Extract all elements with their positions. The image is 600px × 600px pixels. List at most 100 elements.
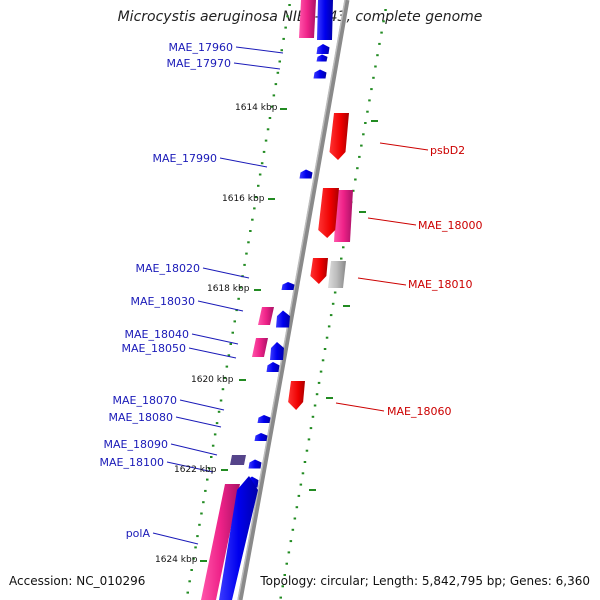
gene-label-psbd2[interactable]: psbD2 bbox=[430, 144, 465, 157]
scale-dot bbox=[319, 370, 323, 373]
scale-dot bbox=[295, 506, 299, 509]
leader-line-right bbox=[379, 142, 429, 151]
leader-line-left bbox=[175, 416, 222, 428]
scale-dot bbox=[237, 297, 240, 300]
scale-major-tick bbox=[326, 397, 333, 399]
scale-dot bbox=[323, 348, 327, 350]
scale-major-tick bbox=[343, 305, 350, 307]
scale-dot bbox=[283, 574, 286, 576]
gene-label-mae-17960[interactable]: MAE_17960 bbox=[169, 41, 233, 54]
gene-label-mae-18050[interactable]: MAE_18050 bbox=[122, 342, 186, 355]
gene-red-mae-18010 bbox=[310, 258, 328, 284]
scale-label-1616: 1616 kbp bbox=[222, 194, 265, 204]
gene-blue-top bbox=[317, 0, 333, 40]
scale-dot bbox=[317, 381, 321, 384]
scale-dot bbox=[331, 302, 335, 305]
gene-label-mae-18070[interactable]: MAE_18070 bbox=[113, 394, 177, 407]
gene-label-mae-18090[interactable]: MAE_18090 bbox=[104, 438, 168, 451]
scale-dot bbox=[217, 410, 221, 413]
scale-dot bbox=[270, 105, 274, 108]
scale-major-tick bbox=[200, 560, 207, 562]
gene-label-mae-18030[interactable]: MAE_18030 bbox=[131, 295, 195, 308]
scale-dot bbox=[200, 512, 203, 515]
gene-label-mae-18000[interactable]: MAE_18000 bbox=[418, 219, 482, 232]
gene-label-mae-18040[interactable]: MAE_18040 bbox=[125, 328, 189, 341]
scale-dot bbox=[223, 376, 227, 379]
gene-label-mae-18010[interactable]: MAE_18010 bbox=[408, 278, 472, 291]
genome-info-text: Topology: circular; Length: 5,842,795 bp… bbox=[260, 574, 590, 588]
leader-line-left bbox=[188, 347, 237, 359]
scale-dot bbox=[364, 122, 367, 124]
scale-dot bbox=[264, 139, 268, 142]
gene-blue-pola bbox=[219, 476, 258, 600]
scale-dot bbox=[229, 343, 232, 345]
scale-dot bbox=[368, 99, 371, 102]
gene-label-pola[interactable]: polA bbox=[126, 527, 151, 540]
scale-dot bbox=[204, 489, 207, 492]
leader-line-left bbox=[202, 267, 250, 279]
leader-line-left bbox=[179, 399, 225, 411]
scale-dot bbox=[192, 557, 195, 560]
gene-red-psbd2 bbox=[329, 113, 349, 160]
gene-label-mae-17970[interactable]: MAE_17970 bbox=[167, 57, 231, 70]
scale-dot bbox=[333, 291, 337, 294]
scale-dot bbox=[378, 42, 381, 45]
leader-line-left bbox=[235, 46, 284, 54]
scale-dot bbox=[287, 551, 291, 554]
gene-red-mae-18060 bbox=[288, 381, 305, 410]
scale-dot bbox=[215, 422, 219, 425]
leader-line-left bbox=[166, 461, 214, 473]
gene-label-mae-18060[interactable]: MAE_18060 bbox=[387, 405, 451, 418]
scale-dot bbox=[268, 117, 272, 119]
scale-dot bbox=[307, 438, 311, 441]
scale-dot bbox=[190, 569, 193, 571]
scale-dot bbox=[233, 320, 236, 323]
accession-text: Accession: NC_010296 bbox=[9, 574, 146, 588]
scale-dot bbox=[384, 9, 387, 11]
gene-label-mae-18020[interactable]: MAE_18020 bbox=[136, 262, 200, 275]
gene-arrow-mae-17960b bbox=[316, 54, 328, 62]
gene-label-mae-18100[interactable]: MAE_18100 bbox=[100, 456, 164, 469]
scale-dot bbox=[279, 596, 282, 599]
scale-major-tick bbox=[239, 379, 246, 381]
genome-backbone bbox=[237, 0, 350, 600]
scale-dot bbox=[274, 83, 278, 86]
scale-dot bbox=[282, 37, 285, 40]
scale-dot bbox=[280, 49, 283, 52]
leader-line-right bbox=[357, 277, 407, 286]
gene-arrow-mae-17960 bbox=[316, 44, 330, 54]
scale-dot bbox=[329, 314, 333, 317]
scale-dot bbox=[325, 336, 329, 339]
gene-label-mae-18080[interactable]: MAE_18080 bbox=[109, 411, 173, 424]
label-leader-lines bbox=[152, 46, 429, 545]
gene-pink-top bbox=[299, 0, 316, 38]
leader-line-left bbox=[219, 157, 268, 168]
scale-dot bbox=[227, 354, 231, 357]
scale-major-tick bbox=[280, 108, 287, 110]
scale-dot bbox=[196, 535, 199, 538]
scale-dot bbox=[313, 404, 317, 407]
scale-dot bbox=[370, 88, 373, 91]
scale-dot bbox=[206, 478, 209, 481]
scale-dot bbox=[291, 528, 295, 531]
leader-line-left bbox=[197, 300, 244, 312]
gene-label-mae-17990[interactable]: MAE_17990 bbox=[153, 152, 217, 165]
scale-dot bbox=[288, 4, 291, 6]
scale-dot bbox=[315, 393, 319, 396]
scale-dot bbox=[266, 128, 270, 131]
scale-dot bbox=[202, 501, 205, 504]
scale-dot bbox=[221, 388, 225, 391]
gene-features bbox=[201, 0, 353, 600]
scale-dot bbox=[213, 433, 217, 436]
scale-dot bbox=[342, 246, 345, 249]
scale-dot bbox=[297, 494, 301, 497]
scale-dot bbox=[251, 218, 254, 221]
scale-label-1624: 1624 kbp bbox=[155, 555, 198, 565]
gene-purple-mae-18090 bbox=[230, 455, 246, 465]
scale-dot bbox=[299, 483, 303, 486]
scale-dot bbox=[285, 562, 288, 565]
scale-dot bbox=[362, 133, 365, 136]
leader-line-right bbox=[367, 217, 417, 226]
scale-dot bbox=[372, 76, 375, 79]
